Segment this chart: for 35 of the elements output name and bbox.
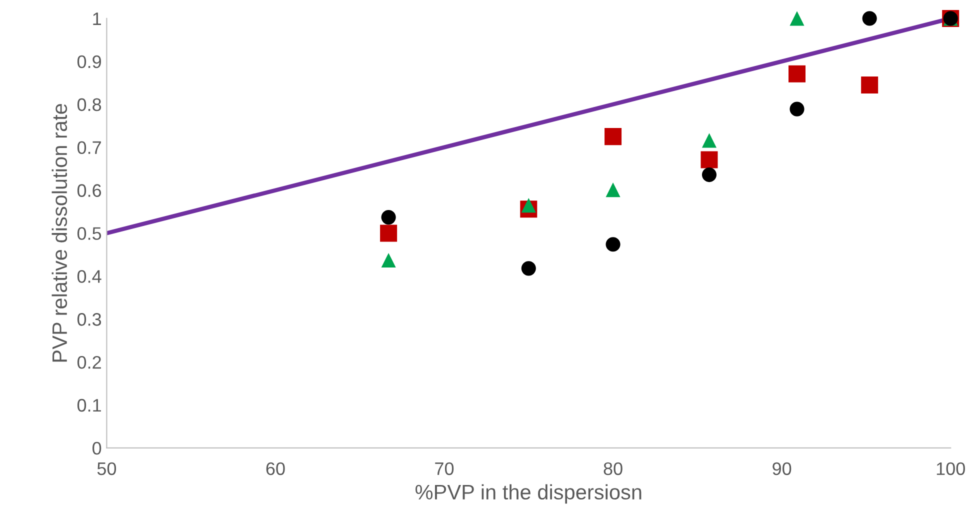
point: [790, 102, 804, 116]
point: [521, 198, 536, 213]
y-tick-label: 0: [92, 442, 102, 455]
y-tick-label: 0.3: [77, 313, 102, 326]
y-tick-label: 0.9: [77, 55, 101, 68]
point: [702, 168, 717, 182]
point: [381, 210, 396, 225]
point: [380, 224, 398, 242]
y-tick-label: 1: [93, 12, 101, 25]
point: [861, 76, 878, 94]
x-tick-label: 100: [936, 462, 965, 476]
x-tick-label: 80: [604, 462, 622, 476]
y-tick-label: 0.4: [77, 270, 102, 283]
y-tick-label: 0.5: [77, 227, 102, 240]
point: [788, 65, 806, 82]
y-tick-label: 0.7: [77, 141, 101, 154]
point: [606, 182, 620, 198]
x-tick-label: 70: [435, 462, 454, 476]
point: [381, 252, 396, 268]
point: [604, 128, 622, 146]
y-tick-label: 0.6: [77, 184, 102, 197]
point: [606, 237, 620, 252]
x-tick-label: 50: [97, 462, 116, 476]
y-tick-label: 0.1: [77, 398, 101, 412]
y-tick-label: 0.2: [77, 356, 101, 369]
x-tick-label: 60: [266, 462, 285, 476]
point: [700, 151, 718, 168]
y-tick-label: 0.8: [77, 98, 102, 112]
point: [521, 261, 536, 276]
point: [702, 133, 717, 148]
y-axis-title: PVP relative dissolution rate: [52, 104, 68, 362]
x-tick-label: 90: [772, 462, 792, 476]
point: [790, 11, 804, 26]
x-axis-title: %PVP in the dispersiosn: [416, 484, 642, 504]
point: [862, 11, 877, 26]
